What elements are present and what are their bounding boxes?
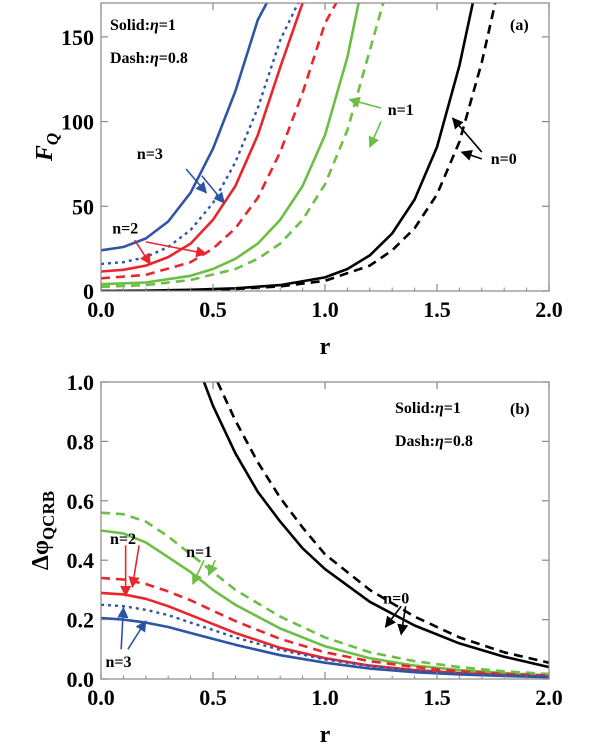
annotation-label: n=1 [186, 544, 212, 561]
annotation-arrow [127, 620, 147, 650]
legend-prefix: Solid: [110, 17, 150, 34]
panel-a: 0.0 0.5 1.0 1.5 2.0 0 50 100 150 r FQ Solid:η=1 Dash… [32, 2, 563, 360]
annotation-arrow [117, 606, 129, 650]
panel-label: (b) [510, 401, 530, 418]
legend-suffix: =0.8 [159, 50, 188, 67]
annotation-arrow [451, 117, 483, 153]
x-tick-label: 2.0 [535, 685, 563, 710]
legend-prefix: Dash: [110, 50, 150, 67]
annotation-arrow [348, 96, 382, 109]
series-line-n1-dashed [101, 511, 549, 676]
panel-label: (a) [510, 17, 529, 34]
y-axis-label-sub: Q [43, 133, 62, 145]
annotation-label: n=0 [491, 151, 517, 168]
annotation-label: n=3 [105, 654, 131, 671]
legend-suffix: =1 [444, 400, 461, 417]
y-tick-label: 0.6 [67, 489, 95, 514]
y-axis-label-main: Δφ [28, 540, 54, 570]
annotation-n1: n=1 [186, 544, 218, 585]
annotation-arrow [460, 149, 483, 161]
annotation-arrow [384, 605, 402, 628]
x-axis-label: r [320, 722, 331, 748]
legend-suffix: =1 [159, 17, 176, 34]
annotation-label: n=2 [110, 531, 136, 548]
y-axis-label-sub: QCRB [39, 491, 58, 540]
y-tick-label: 0.2 [67, 608, 95, 633]
annotation-n3: n=3 [137, 146, 225, 204]
legend-symbol: η [150, 17, 159, 34]
series-line-n3-dotted [101, 3, 300, 266]
y-tick-label: 0.0 [67, 667, 95, 692]
x-tick-label: 1.5 [423, 297, 451, 322]
series-line-n0-solid [202, 382, 549, 669]
panel-b: 0.0 0.5 1.0 1.5 2.0 0.0 0.2 0.4 0.6 0.8 1.0 r ΔφQCRB… [28, 370, 563, 748]
x-tick-label: 0.0 [87, 297, 115, 322]
annotation-arrow [145, 241, 208, 258]
series-line-n2-solid [101, 3, 304, 273]
annotation-n0: n=0 [451, 117, 517, 168]
y-tick-label: 50 [72, 194, 94, 219]
x-tick-label: 0.5 [199, 685, 227, 710]
legend-line: Dash:η=0.8 [395, 433, 473, 450]
annotation-arrow [368, 121, 382, 149]
series-line-n1-solid [101, 529, 549, 677]
annotation-arrow [207, 559, 218, 577]
series-line-n3-solid [101, 616, 549, 679]
annotation-arrow [133, 239, 151, 265]
legend-line: Dash:η=0.8 [110, 50, 188, 67]
y-tick-label: 0.4 [67, 548, 95, 573]
y-tick-label: 0 [83, 279, 94, 304]
y-axis-label-main: F [32, 145, 58, 162]
legend-line: Solid:η=1 [110, 17, 176, 34]
series-group [101, 382, 549, 679]
annotation-arrow [185, 168, 208, 194]
x-tick-label: 1.0 [311, 685, 339, 710]
annotation-arrow [128, 545, 140, 589]
annotation-arrow [192, 559, 205, 585]
series-line-n2-solid [101, 591, 549, 678]
y-axis-label: FQ [32, 133, 62, 162]
annotation-n2: n=2 [110, 531, 140, 597]
y-tick-label: 1.0 [67, 370, 95, 395]
x-axis-label: r [320, 334, 331, 360]
x-tick-label: 2.0 [535, 297, 563, 322]
annotation-n1: n=1 [348, 96, 414, 149]
series-line-n0-dashed [216, 382, 549, 664]
series-line-n0-dashed [101, 3, 497, 291]
annotation-label: n=2 [112, 220, 138, 237]
x-tick-label: 1.5 [423, 685, 451, 710]
series-line-n1-solid [101, 3, 360, 286]
annotation-label: n=0 [383, 590, 409, 607]
legend-prefix: Dash: [395, 433, 435, 450]
y-tick-label: 0.8 [67, 429, 95, 454]
legend-symbol: η [150, 50, 159, 67]
plot-frame [100, 2, 550, 292]
legend-suffix: =0.8 [444, 433, 473, 450]
legend-symbol: η [435, 433, 444, 450]
annotation-arrow [397, 606, 409, 636]
y-axis-label: ΔφQCRB [28, 491, 58, 570]
annotation-label: n=3 [137, 146, 163, 163]
series-line-n3-solid [101, 3, 268, 252]
x-tick-label: 1.0 [311, 297, 339, 322]
annotation-n3: n=3 [105, 606, 147, 671]
x-tick-label: 0.0 [87, 685, 115, 710]
y-tick-label: 150 [61, 25, 94, 50]
x-tick-label: 0.5 [199, 297, 227, 322]
series-line-n3-dotted [101, 603, 549, 678]
plot-frame [100, 381, 550, 680]
legend-prefix: Solid: [395, 400, 435, 417]
series-line-n2-dashed [101, 3, 338, 280]
annotation-n0: n=0 [383, 590, 409, 636]
annotation-arrow [201, 175, 225, 204]
legend-line: Solid:η=1 [395, 400, 461, 417]
y-tick-label: 100 [61, 110, 94, 135]
annotation-n2: n=2 [112, 220, 208, 265]
series-line-n2-dashed [101, 576, 549, 677]
annotation-label: n=1 [388, 102, 414, 119]
legend-symbol: η [435, 400, 444, 417]
